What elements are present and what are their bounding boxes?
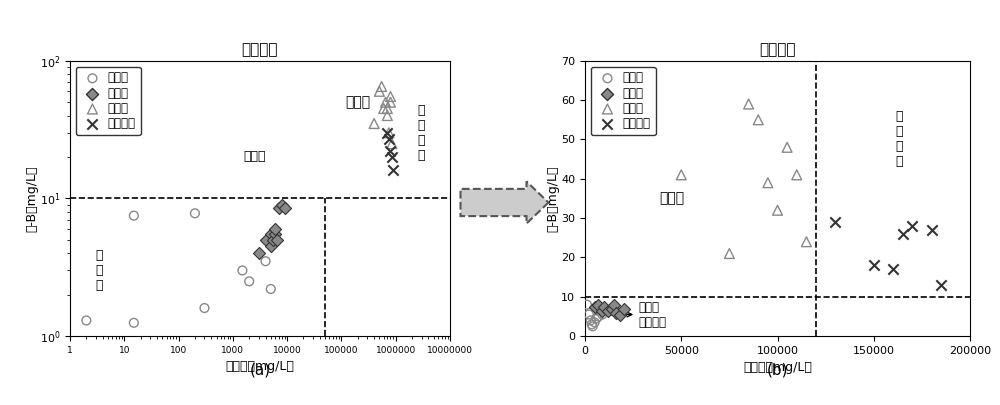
Legend: 凝析水, 过渡水, 夹层水, 纯地层水: 凝析水, 过渡水, 夹层水, 纯地层水 — [76, 67, 140, 135]
Point — [604, 305, 620, 312]
Point — [779, 144, 795, 151]
Point — [590, 301, 606, 308]
Point — [585, 323, 601, 330]
Point — [581, 311, 597, 318]
Point — [885, 266, 901, 273]
Text: 凝
析
水: 凝 析 水 — [96, 249, 103, 292]
Point — [750, 117, 766, 123]
Point — [594, 311, 610, 318]
Legend: 凝析水, 过渡水, 夹层水, 纯地层水: 凝析水, 过渡水, 夹层水, 纯地层水 — [591, 67, 656, 135]
Point — [251, 250, 267, 256]
Point — [196, 305, 212, 311]
Point — [371, 88, 387, 94]
X-axis label: 氯离子（mg/L）: 氯离子（mg/L） — [226, 360, 294, 373]
Text: 纯
地
层
水: 纯 地 层 水 — [418, 104, 425, 162]
Text: (a): (a) — [249, 363, 271, 378]
Point — [721, 250, 737, 257]
Point — [608, 309, 624, 316]
Text: 纯
地
层
水: 纯 地 层 水 — [895, 111, 903, 168]
Point — [673, 172, 689, 178]
Point — [589, 315, 605, 322]
Point — [382, 99, 398, 105]
Point — [933, 282, 949, 288]
Point — [241, 278, 257, 285]
Point — [258, 237, 274, 243]
Point — [187, 210, 203, 217]
Point — [265, 237, 281, 243]
Point — [579, 301, 595, 308]
Point — [366, 120, 382, 127]
Point — [924, 227, 940, 233]
Point — [374, 83, 390, 90]
Point — [385, 167, 401, 174]
Point — [267, 226, 283, 232]
Point — [866, 262, 882, 269]
Point — [78, 317, 94, 324]
Point — [234, 267, 250, 274]
Point — [596, 305, 612, 312]
Point — [789, 172, 805, 178]
Point — [596, 303, 612, 310]
Point — [263, 286, 279, 292]
Text: (b): (b) — [767, 363, 788, 378]
Point — [126, 212, 142, 219]
Title: 对数坐标: 对数坐标 — [242, 42, 278, 57]
FancyArrow shape — [460, 181, 549, 224]
Point — [381, 136, 397, 142]
Point — [904, 223, 920, 229]
Text: 夹层水: 夹层水 — [345, 95, 370, 109]
Point — [267, 231, 283, 237]
Point — [378, 99, 394, 105]
Point — [770, 207, 786, 213]
Point — [827, 219, 843, 225]
Point — [384, 141, 400, 147]
Point — [376, 105, 392, 112]
Point — [590, 313, 606, 320]
Point — [895, 230, 911, 237]
Point — [584, 321, 600, 328]
Point — [384, 154, 400, 160]
Point — [616, 305, 632, 312]
Point — [379, 105, 395, 112]
Point — [269, 237, 285, 243]
Point — [600, 307, 616, 314]
Text: 凝析水
与过渡水: 凝析水 与过渡水 — [594, 301, 667, 328]
Point — [583, 317, 599, 324]
Text: 过渡水: 过渡水 — [243, 151, 266, 164]
Title: 算数坐标: 算数坐标 — [759, 42, 796, 57]
Point — [382, 148, 398, 155]
Point — [271, 205, 287, 211]
Point — [798, 239, 814, 245]
Point — [594, 307, 610, 314]
X-axis label: 氯离子（mg/L）: 氯离子（mg/L） — [743, 361, 812, 375]
Point — [258, 258, 274, 264]
Point — [379, 130, 395, 136]
Point — [381, 130, 397, 136]
Point — [741, 101, 757, 107]
Point — [587, 319, 603, 326]
Point — [612, 311, 628, 318]
Point — [587, 303, 603, 310]
Y-axis label: 硼-B（mg/L）: 硼-B（mg/L） — [25, 165, 38, 232]
Point — [126, 320, 142, 326]
Point — [760, 179, 776, 186]
Text: 夹层水: 夹层水 — [659, 192, 684, 205]
Point — [274, 202, 290, 208]
Point — [263, 231, 279, 237]
Point — [382, 93, 398, 100]
Point — [606, 301, 622, 308]
Point — [277, 205, 293, 211]
Point — [263, 243, 279, 249]
Y-axis label: 硼-B（mg/L）: 硼-B（mg/L） — [547, 165, 560, 232]
Point — [592, 307, 608, 314]
Point — [379, 112, 395, 119]
